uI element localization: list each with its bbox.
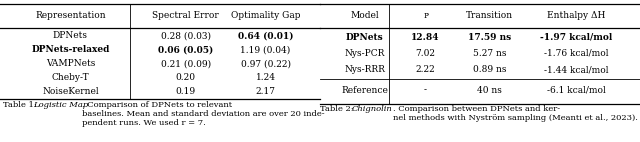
Text: Nys-RRR: Nys-RRR <box>344 65 385 74</box>
Text: -1.97 kcal/mol: -1.97 kcal/mol <box>540 33 612 42</box>
Text: 2.22: 2.22 <box>416 65 435 74</box>
Text: VAMPNets: VAMPNets <box>45 59 95 68</box>
Text: DPNets: DPNets <box>346 33 383 42</box>
Text: Reference: Reference <box>341 85 388 95</box>
Text: Chignolin: Chignolin <box>352 105 393 113</box>
Text: 0.20: 0.20 <box>175 73 196 82</box>
Text: 1.24: 1.24 <box>255 73 276 82</box>
Text: Cheby-T: Cheby-T <box>52 73 89 82</box>
Text: 1.19 (0.04): 1.19 (0.04) <box>241 45 291 54</box>
Text: 2.17: 2.17 <box>255 87 276 96</box>
Text: -: - <box>424 85 427 95</box>
Text: Spectral Error: Spectral Error <box>152 12 219 20</box>
Text: Logistic Map: Logistic Map <box>34 101 89 109</box>
Text: 0.28 (0.03): 0.28 (0.03) <box>161 32 211 40</box>
Text: 5.27 ns: 5.27 ns <box>473 49 506 58</box>
Text: Transition: Transition <box>466 12 513 20</box>
Text: Table 2:: Table 2: <box>320 105 356 113</box>
Text: -6.1 kcal/mol: -6.1 kcal/mol <box>547 85 605 95</box>
Text: DPNets-relaxed: DPNets-relaxed <box>31 45 109 54</box>
Text: 7.02: 7.02 <box>415 49 436 58</box>
Text: Nys-PCR: Nys-PCR <box>344 49 385 58</box>
Text: 0.97 (0.22): 0.97 (0.22) <box>241 59 291 68</box>
Text: DPNets: DPNets <box>53 32 88 40</box>
Text: NoiseKernel: NoiseKernel <box>42 87 99 96</box>
Text: 17.59 ns: 17.59 ns <box>468 33 511 42</box>
Text: Representation: Representation <box>35 12 106 20</box>
Text: 0.21 (0.09): 0.21 (0.09) <box>161 59 211 68</box>
Text: -1.76 kcal/mol: -1.76 kcal/mol <box>544 49 608 58</box>
Text: Table 1:: Table 1: <box>3 101 40 109</box>
Text: 0.64 (0.01): 0.64 (0.01) <box>238 32 293 40</box>
Text: 0.06 (0.05): 0.06 (0.05) <box>158 45 213 54</box>
Text: 12.84: 12.84 <box>412 33 440 42</box>
Text: 0.89 ns: 0.89 ns <box>473 65 506 74</box>
Text: Enthalpy ΔH: Enthalpy ΔH <box>547 12 605 20</box>
Text: . Comparison of DPNets to relevant
baselines. Mean and standard deviation are ov: . Comparison of DPNets to relevant basel… <box>82 101 324 127</box>
Text: 40 ns: 40 ns <box>477 85 502 95</box>
Text: Optimality Gap: Optimality Gap <box>231 12 300 20</box>
Text: 0.19: 0.19 <box>175 87 196 96</box>
Text: ᴘ: ᴘ <box>423 12 428 20</box>
Text: . Comparison between DPNets and ker-
nel methods with Nyström sampling (Meanti e: . Comparison between DPNets and ker- nel… <box>393 105 638 122</box>
Text: -1.44 kcal/mol: -1.44 kcal/mol <box>544 65 608 74</box>
Text: Model: Model <box>351 12 379 20</box>
